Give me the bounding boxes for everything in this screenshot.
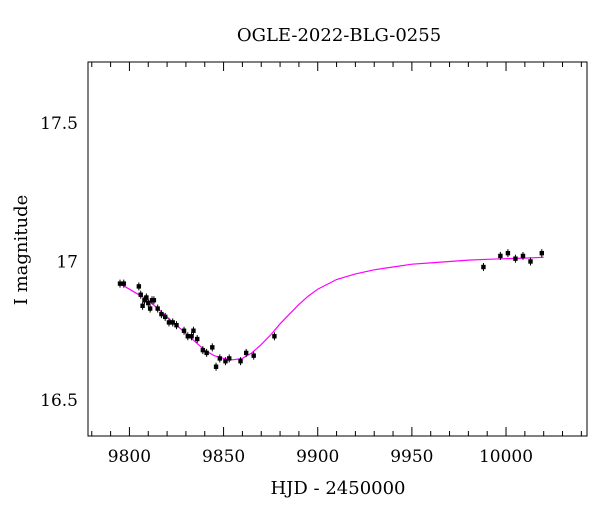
data-point	[144, 295, 149, 300]
data-point	[195, 336, 200, 342]
y-axis-label: I magnitude	[11, 195, 32, 306]
data-point	[155, 306, 160, 311]
plot-frame	[87, 61, 588, 437]
y-tick-label: 17	[56, 252, 78, 272]
x-tick-label: 10000	[479, 447, 533, 467]
data-point	[147, 306, 153, 311]
data-point	[505, 250, 511, 256]
y-tick-label: 16.5	[40, 391, 78, 411]
x-tick-label: 9800	[108, 447, 151, 467]
x-tick-label: 9900	[296, 447, 339, 467]
x-tick-label: 9850	[202, 447, 245, 467]
x-tick-label: 9950	[390, 447, 433, 467]
data-point	[213, 364, 219, 369]
data-point	[217, 356, 223, 361]
data-point	[121, 281, 126, 286]
plot-area: 9800 9850 9900 9950 10000 16.5 17 17.5	[40, 61, 588, 467]
data-point	[200, 347, 206, 353]
data-point	[223, 359, 228, 364]
data-point	[159, 311, 164, 317]
data-point	[272, 334, 277, 339]
chart-title: OGLE-2022-BLG-0255	[237, 25, 441, 46]
data-point	[539, 250, 545, 256]
data-point	[227, 356, 232, 361]
data-point	[243, 350, 249, 356]
data-point	[251, 353, 256, 358]
data-point	[189, 334, 194, 339]
data-point	[174, 322, 179, 328]
data-point	[142, 298, 147, 303]
data-point	[513, 256, 518, 261]
model-curve	[119, 256, 544, 361]
data-point	[170, 320, 175, 325]
data-point	[181, 328, 187, 333]
x-axis-label: HJD - 2450000	[270, 478, 405, 499]
data-point	[185, 334, 190, 339]
data-point	[204, 350, 209, 356]
data-point	[528, 259, 533, 264]
data-point	[117, 281, 123, 286]
data-point	[210, 345, 215, 350]
data-point	[140, 303, 145, 308]
data-point	[138, 292, 143, 297]
data-point	[163, 314, 168, 320]
y-tick-label: 17.5	[40, 114, 78, 134]
data-point	[481, 264, 486, 270]
data-point	[520, 253, 526, 259]
data-point	[191, 328, 196, 333]
data-point	[166, 320, 172, 325]
data-point	[151, 298, 157, 303]
data-point	[498, 253, 503, 259]
data-point	[136, 284, 142, 289]
data-point	[146, 300, 151, 306]
data-point	[238, 359, 243, 364]
